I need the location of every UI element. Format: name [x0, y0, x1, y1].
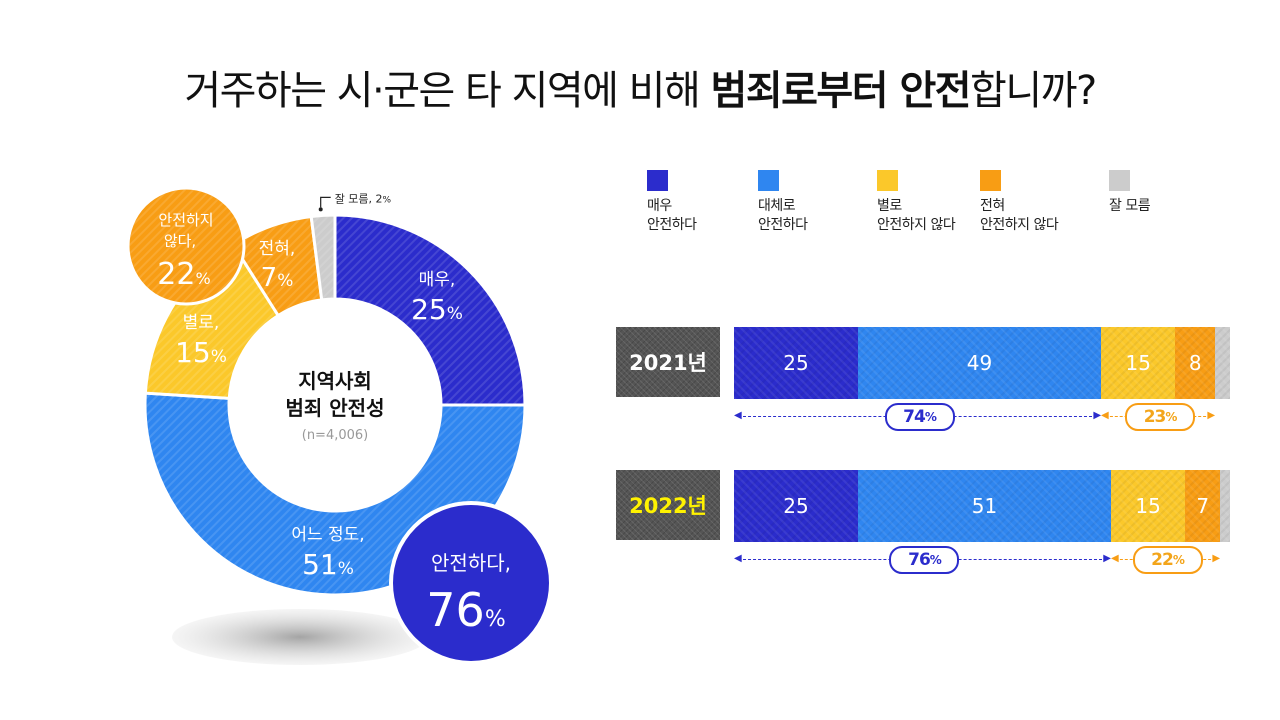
span-total-safe: 76%	[889, 546, 960, 574]
title-part3: 합니까?	[970, 68, 1097, 114]
bar-value-somewhat_safe: 51	[971, 494, 998, 518]
dont-know-leader-dot	[318, 207, 323, 212]
donut-center-title-line2: 범죄 안전성	[286, 396, 385, 420]
donut-label-very_safe: 매우,	[419, 270, 456, 290]
arrow-right-icon: ▶	[1103, 553, 1111, 564]
legend-label-not_very_safe: 별로 안전하지 않다	[877, 198, 956, 233]
bar-segment-dont_know	[1220, 470, 1230, 542]
donut-shadow	[172, 609, 428, 665]
legend-swatch-somewhat_safe	[758, 170, 779, 191]
bar-segment-not_at_all_safe: 8	[1175, 327, 1216, 399]
donut-slice-texture-very_safe	[335, 215, 525, 405]
title-part1: 거주하는 시·군은 타 지역에 비해	[184, 68, 711, 114]
arrow-right-icon: ▶	[1207, 410, 1216, 421]
arrow-right-icon: ▶	[1212, 553, 1221, 564]
legend-item-not_at_all_safe: 전혀 안전하지 않다	[980, 170, 1100, 235]
legend-swatch-not_very_safe	[877, 170, 898, 191]
span-total-not-safe: 22%	[1132, 546, 1203, 574]
bar-segment-somewhat_safe: 49	[858, 327, 1102, 399]
donut-label-not_very_safe: 별로,	[183, 313, 220, 333]
bar-segment-very_safe: 25	[734, 327, 858, 399]
bar-value-very_safe: 25	[783, 351, 809, 375]
span-total-unit: %	[1165, 410, 1177, 424]
legend-swatch-dont_know	[1109, 170, 1130, 191]
legend-swatch-very_safe	[647, 170, 668, 191]
legend-item-somewhat_safe: 대체로 안전하다	[758, 170, 878, 235]
summary-label-not-safe-line2: 않다,	[164, 232, 196, 250]
donut-label-not_at_all_safe: 전혀,	[259, 239, 296, 259]
bar-row-1: 25 51 15 7	[734, 470, 1230, 542]
legend-item-not_very_safe: 별로 안전하지 않다	[877, 170, 997, 235]
bar-value-not_very_safe: 15	[1125, 351, 1151, 375]
span-total-unit: %	[924, 410, 937, 424]
donut-center-subtitle: (n=4,006)	[302, 428, 369, 443]
arrow-left-icon: ◀	[734, 553, 742, 564]
donut-slice-texture-dont_know	[311, 215, 335, 300]
summary-bubble-not-safe-texture	[128, 188, 244, 304]
bar-value-not_very_safe: 15	[1135, 494, 1161, 518]
span-total-value: 23	[1143, 407, 1167, 427]
span-total-not-safe: 23%	[1125, 403, 1196, 431]
bar-segment-very_safe: 25	[734, 470, 858, 542]
arrow-left-icon: ◀	[1101, 410, 1109, 421]
bar-segment-somewhat_safe: 51	[858, 470, 1111, 542]
title-part2: 범죄로부터 안전	[710, 68, 972, 114]
span-total-value: 76	[908, 550, 931, 570]
bar-segment-not_very_safe: 15	[1101, 327, 1176, 399]
arrow-right-icon: ▶	[1093, 410, 1102, 421]
page-title: 거주하는 시·군은 타 지역에 비해 범죄로부터 안전합니까?	[0, 58, 1280, 116]
legend-label-not_at_all_safe: 전혀 안전하지 않다	[980, 198, 1059, 233]
legend-label-very_safe: 매우 안전하다	[647, 198, 697, 233]
donut-label-somewhat_safe: 어느 정도,	[291, 525, 364, 545]
bar-value-somewhat_safe: 49	[966, 351, 993, 375]
donut-center-title-line1: 지역사회	[298, 369, 372, 393]
donut-label-dont-know: 잘 모름, 2%	[335, 192, 392, 205]
bar-value-not_at_all_safe: 7	[1196, 494, 1210, 518]
span-total-safe: 74%	[884, 403, 955, 431]
year-label-0: 2021년	[616, 327, 720, 397]
bar-value-very_safe: 25	[783, 494, 809, 518]
span-total-unit: %	[1172, 553, 1185, 567]
arrow-left-icon: ◀	[734, 410, 742, 421]
year-label-1: 2022년	[616, 470, 720, 540]
legend-item-very_safe: 매우 안전하다	[647, 170, 767, 235]
donut-slice-texture-not_very_safe	[145, 244, 279, 399]
donut-chart: 매우,25%어느 정도,51%별로,15%전혀,7%잘 모름, 2%지역사회범죄…	[126, 186, 553, 665]
donut-slice-texture-not_at_all_safe	[233, 216, 322, 316]
bar-segment-not_at_all_safe: 7	[1185, 470, 1221, 542]
span-total-value: 74	[903, 407, 926, 427]
bar-value-not_at_all_safe: 8	[1188, 351, 1202, 375]
bar-segment-dont_know	[1215, 327, 1230, 399]
dont-know-leader-line	[320, 196, 331, 208]
arrow-left-icon: ◀	[1110, 553, 1119, 564]
bar-row-0: 25 49 15 8	[734, 327, 1230, 399]
summary-label-safe: 안전하다,	[431, 551, 511, 575]
legend-label-somewhat_safe: 대체로 안전하다	[758, 198, 808, 233]
summary-label-not-safe-line1: 안전하지	[158, 211, 213, 229]
span-total-value: 22	[1151, 550, 1174, 570]
legend-label-dont_know: 잘 모름	[1109, 198, 1151, 214]
summary-bubble-safe	[389, 501, 553, 665]
bar-segment-not_very_safe: 15	[1110, 470, 1186, 542]
legend-item-dont_know: 잘 모름	[1109, 170, 1229, 216]
span-total-unit: %	[929, 553, 942, 567]
legend-swatch-not_at_all_safe	[980, 170, 1001, 191]
